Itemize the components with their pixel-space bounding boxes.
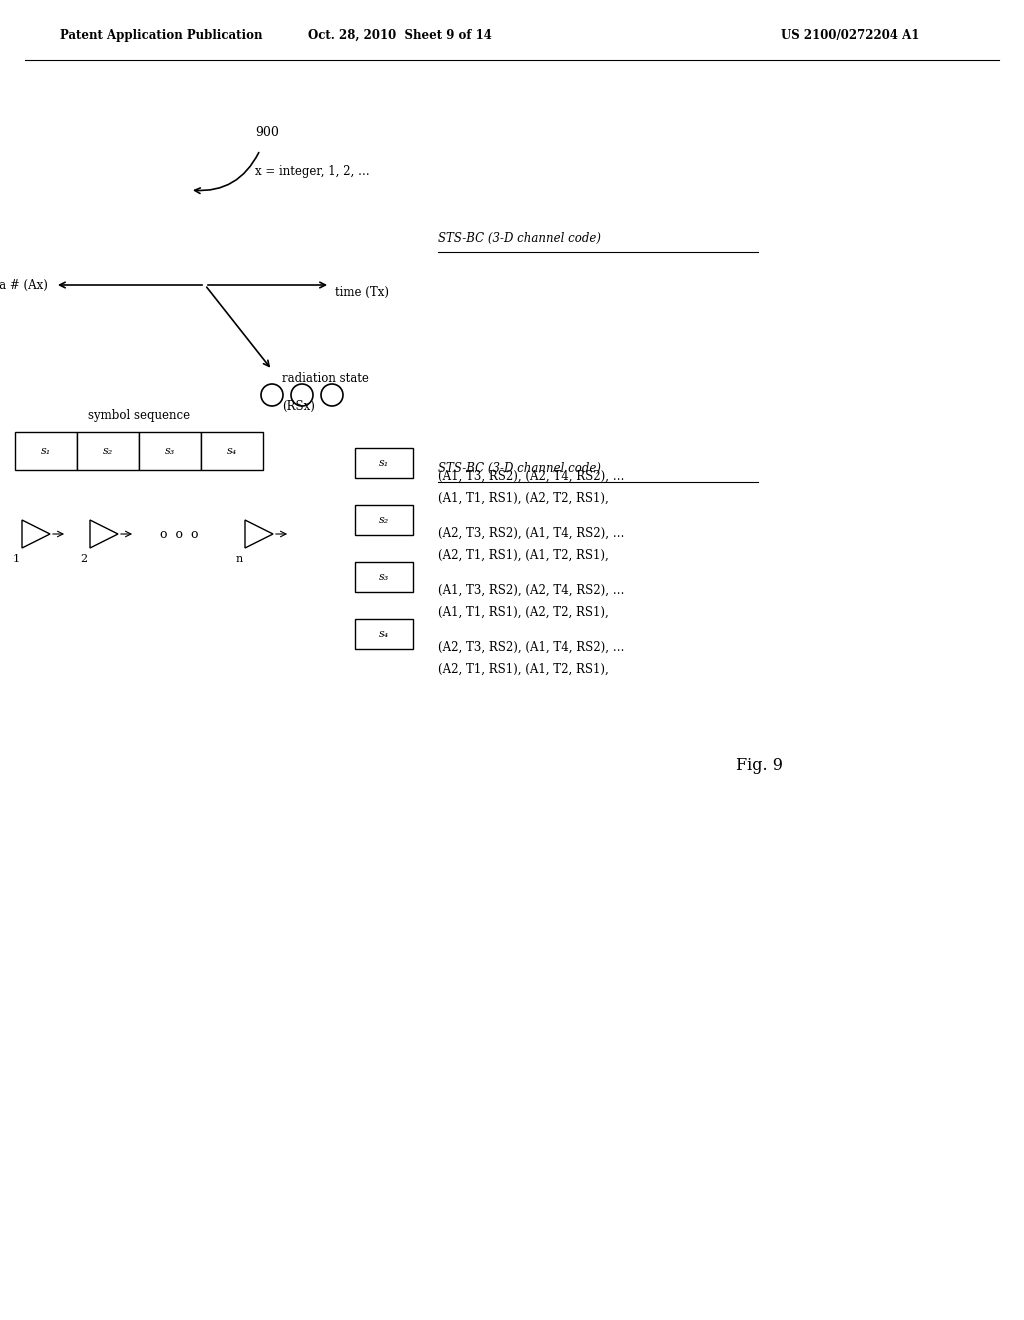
Text: s₂: s₂ [102,446,113,455]
Bar [355,447,413,478]
Text: s₃: s₃ [165,446,175,455]
Bar [15,432,77,470]
Text: o  o  o: o o o [160,528,199,540]
Text: (RSx): (RSx) [282,400,314,413]
Text: x = integer, 1, 2, …: x = integer, 1, 2, … [255,165,370,178]
Bar [355,619,413,649]
Text: s₁: s₁ [41,446,51,455]
Text: Oct. 28, 2010  Sheet 9 of 14: Oct. 28, 2010 Sheet 9 of 14 [308,29,492,41]
Text: s₁: s₁ [379,458,389,469]
Text: (A2, T3, RS2), (A1, T4, RS2), …: (A2, T3, RS2), (A1, T4, RS2), … [438,642,625,653]
Text: symbol sequence: symbol sequence [88,409,190,422]
Text: STS-BC (3-D channel code): STS-BC (3-D channel code) [438,462,601,474]
Text: s₄: s₄ [227,446,238,455]
Text: radiation state: radiation state [282,372,369,385]
Text: US 2100/0272204 A1: US 2100/0272204 A1 [781,29,920,41]
Text: (A2, T1, RS1), (A1, T2, RS1),: (A2, T1, RS1), (A1, T2, RS1), [438,663,608,676]
Text: 2: 2 [81,554,88,564]
Text: n: n [236,554,243,564]
Text: 1: 1 [12,554,19,564]
Text: (A2, T1, RS1), (A1, T2, RS1),: (A2, T1, RS1), (A1, T2, RS1), [438,549,608,562]
Text: STS-BC (3-D channel code): STS-BC (3-D channel code) [438,231,601,244]
Bar [355,506,413,535]
Bar [355,562,413,591]
Text: (A2, T3, RS2), (A1, T4, RS2), …: (A2, T3, RS2), (A1, T4, RS2), … [438,527,625,540]
Text: s₂: s₂ [379,515,389,525]
Text: s₄: s₄ [379,630,389,639]
Text: antenna # (Ax): antenna # (Ax) [0,279,48,292]
Text: Patent Application Publication: Patent Application Publication [60,29,262,41]
Text: (A1, T1, RS1), (A2, T2, RS1),: (A1, T1, RS1), (A2, T2, RS1), [438,606,608,619]
Text: s₃: s₃ [379,572,389,582]
Text: (A1, T3, RS2), (A2, T4, RS2), …: (A1, T3, RS2), (A2, T4, RS2), … [438,583,625,597]
Bar [201,432,263,470]
Text: (A1, T1, RS1), (A2, T2, RS1),: (A1, T1, RS1), (A2, T2, RS1), [438,492,608,506]
Text: (A1, T3, RS2), (A2, T4, RS2), …: (A1, T3, RS2), (A2, T4, RS2), … [438,470,625,483]
Text: time (Tx): time (Tx) [335,285,389,298]
Text: Fig. 9: Fig. 9 [736,756,783,774]
Bar [77,432,139,470]
Bar [139,432,201,470]
Text: 900: 900 [255,125,279,139]
